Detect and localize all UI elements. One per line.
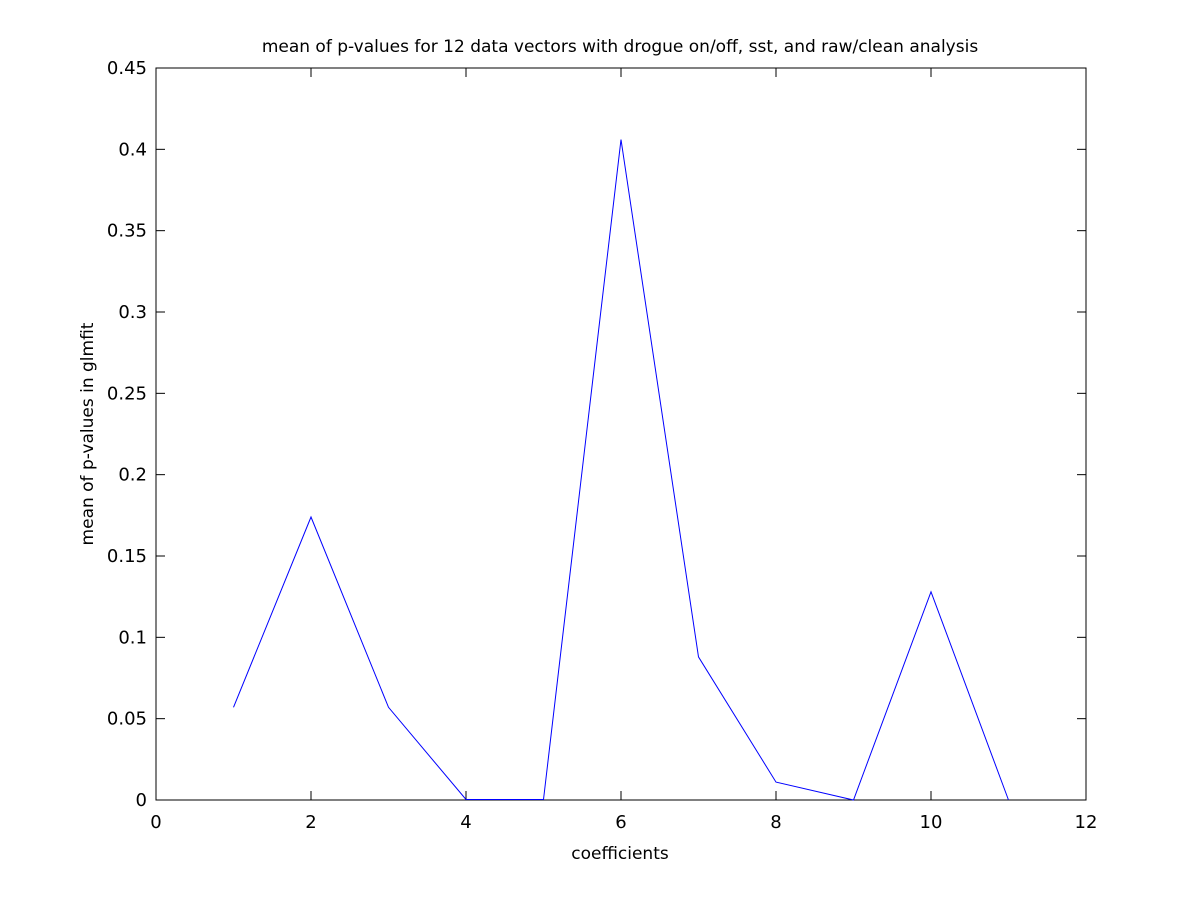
- x-tick-label: 10: [920, 812, 943, 833]
- x-tick-label: 2: [305, 812, 316, 833]
- plot-area: 0 2 4 6 8 10 12 0 0.05 0.1 0.15 0.2 0.25 0.3 0.35 0.4 0.…: [107, 58, 1098, 833]
- y-tick-label: 0.35: [107, 221, 147, 242]
- x-tick-label: 6: [615, 812, 626, 833]
- x-tick-label: 4: [460, 812, 471, 833]
- x-tick-label: 0: [150, 812, 161, 833]
- x-axis-title: coefficients: [571, 844, 669, 864]
- y-tick-label: 0.15: [107, 546, 147, 567]
- y-tick-label: 0.25: [107, 383, 147, 404]
- y-tick-label: 0.45: [107, 58, 147, 79]
- y-tick-label: 0.2: [118, 465, 147, 486]
- y-tick-label: 0: [136, 790, 147, 811]
- y-tick-label: 0.05: [107, 709, 147, 730]
- chart-title: mean of p-values for 12 data vectors wit…: [262, 37, 979, 57]
- y-tick-label: 0.4: [118, 139, 147, 160]
- series-line: [233, 139, 1009, 801]
- x-tick-label: 8: [770, 812, 781, 833]
- x-tick-label: 12: [1075, 812, 1098, 833]
- y-tick-label: 0.3: [118, 302, 147, 323]
- y-tick-label: 0.1: [118, 627, 147, 648]
- y-axis-title: mean of p-values in glmfit: [78, 322, 98, 545]
